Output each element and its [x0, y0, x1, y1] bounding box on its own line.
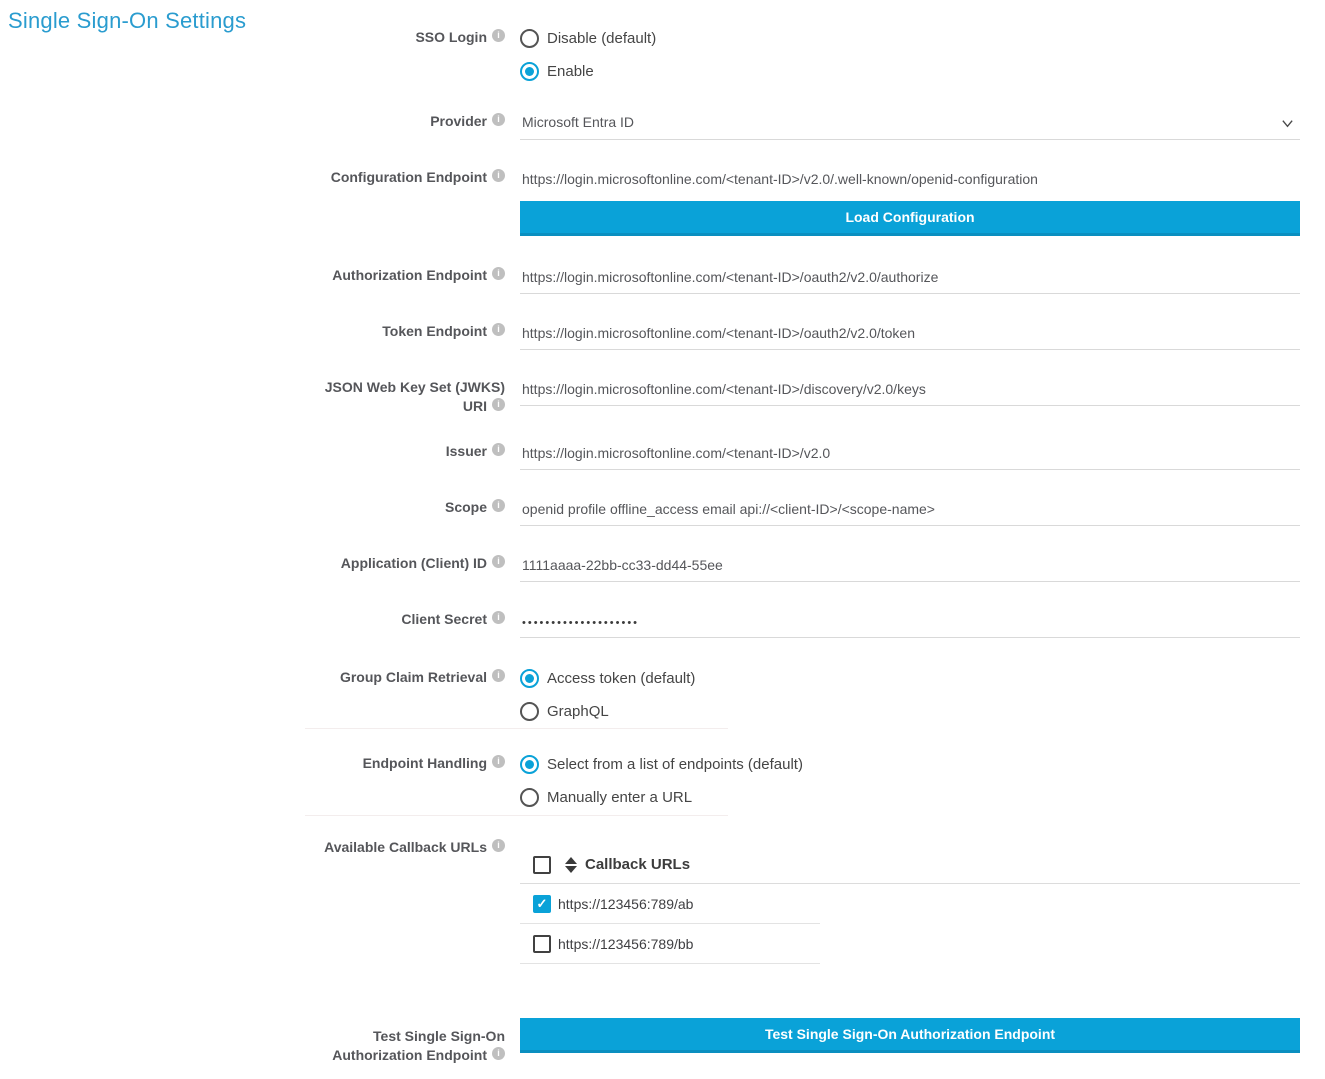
scope-row: Scope i — [0, 498, 1325, 526]
radio-selected-icon[interactable] — [520, 754, 539, 774]
provider-row: Provider i Microsoft Entra ID — [0, 112, 1325, 140]
callback-urls-table-header: Callback URLs — [520, 846, 1300, 884]
available-callback-urls-row: Available Callback URLs i Callback URLs h… — [0, 838, 1325, 964]
client-id-label: Application (Client) ID — [340, 555, 487, 571]
select-endpoints-radio-option[interactable]: Select from a list of endpoints (default… — [520, 754, 1300, 774]
scope-label: Scope — [444, 499, 487, 515]
callback-url-row: https://123456:789/bb — [520, 924, 820, 964]
radio-option-label: Enable — [547, 62, 594, 80]
sso-disable-radio-option[interactable]: Disable (default) — [520, 28, 1300, 48]
radio-selected-icon[interactable] — [520, 668, 539, 688]
authorization-endpoint-row: Authorization Endpoint i — [0, 266, 1325, 294]
token-endpoint-row: Token Endpoint i — [0, 322, 1325, 350]
select-all-checkbox[interactable] — [533, 855, 551, 874]
authorization-endpoint-label: Authorization Endpoint — [332, 267, 487, 283]
client-secret-label: Client Secret — [401, 611, 487, 627]
info-icon[interactable]: i — [492, 555, 505, 568]
section-divider — [305, 815, 728, 816]
configuration-endpoint-label: Configuration Endpoint — [330, 169, 487, 185]
scope-input[interactable] — [520, 498, 1300, 526]
info-icon[interactable]: i — [492, 755, 505, 768]
manual-url-radio-option[interactable]: Manually enter a URL — [520, 787, 1300, 807]
info-icon[interactable]: i — [492, 499, 505, 512]
callback-urls-column-header[interactable]: Callback URLs — [585, 856, 691, 873]
radio-unselected-icon[interactable] — [520, 28, 539, 48]
available-callback-urls-label: Available Callback URLs — [324, 839, 487, 855]
jwks-uri-row: JSON Web Key Set (JWKS) URI i — [0, 378, 1325, 416]
callback-url-checkbox-unchecked[interactable] — [533, 934, 551, 953]
info-icon[interactable]: i — [492, 398, 505, 411]
sso-enable-radio-option[interactable]: Enable — [520, 61, 1300, 81]
info-icon[interactable]: i — [492, 267, 505, 280]
callback-url-checkbox-checked[interactable] — [533, 894, 551, 913]
sort-asc-icon — [565, 856, 577, 864]
jwks-uri-input[interactable] — [520, 378, 1300, 406]
radio-option-label: Manually enter a URL — [547, 788, 693, 806]
graphql-radio-option[interactable]: GraphQL — [520, 701, 1300, 721]
access-token-radio-option[interactable]: Access token (default) — [520, 668, 1300, 688]
sort-icon[interactable] — [565, 856, 577, 873]
client-id-input[interactable] — [520, 554, 1300, 582]
client-secret-row: Client Secret i — [0, 610, 1325, 638]
group-claim-retrieval-label: Group Claim Retrieval — [339, 669, 487, 685]
client-secret-input[interactable] — [520, 610, 1300, 638]
radio-unselected-icon[interactable] — [520, 787, 539, 807]
sso-login-label: SSO Login — [415, 29, 487, 45]
sort-desc-icon — [565, 865, 577, 873]
provider-selected-value: Microsoft Entra ID — [522, 114, 635, 130]
radio-unselected-icon[interactable] — [520, 701, 539, 721]
chevron-down-icon — [1282, 120, 1293, 128]
radio-selected-icon[interactable] — [520, 61, 539, 81]
authorization-endpoint-input[interactable] — [520, 266, 1300, 294]
radio-option-label: Access token (default) — [547, 669, 696, 687]
endpoint-handling-row: Endpoint Handling i Select from a list of… — [0, 754, 1325, 820]
callback-url-text: https://123456:789/bb — [558, 935, 694, 952]
jwks-uri-label: JSON Web Key Set (JWKS) URI — [324, 379, 505, 414]
configuration-endpoint-input[interactable] — [520, 168, 1300, 196]
radio-option-label: GraphQL — [547, 702, 609, 720]
info-icon[interactable]: i — [492, 669, 505, 682]
test-sso-label: Test Single Sign-On Authorization Endpoi… — [332, 1028, 505, 1063]
info-icon[interactable]: i — [492, 611, 505, 624]
radio-option-label: Disable (default) — [547, 29, 657, 47]
token-endpoint-input[interactable] — [520, 322, 1300, 350]
load-configuration-button[interactable]: Load Configuration — [520, 201, 1300, 236]
configuration-endpoint-row: Configuration Endpoint i Load Configurati… — [0, 168, 1325, 236]
info-icon[interactable]: i — [492, 443, 505, 456]
section-divider — [305, 728, 728, 729]
test-sso-authorization-endpoint-button[interactable]: Test Single Sign-On Authorization Endpoi… — [520, 1018, 1300, 1053]
provider-label: Provider — [430, 113, 487, 129]
info-icon[interactable]: i — [492, 1047, 505, 1060]
callback-url-row: https://123456:789/ab — [520, 884, 820, 924]
page-title: Single Sign-On Settings — [8, 8, 247, 33]
sso-login-row: SSO Login i Disable (default) Enable — [0, 28, 1325, 94]
info-icon[interactable]: i — [492, 169, 505, 182]
client-id-row: Application (Client) ID i — [0, 554, 1325, 582]
group-claim-retrieval-row: Group Claim Retrieval i Access token (def… — [0, 668, 1325, 734]
token-endpoint-label: Token Endpoint — [382, 323, 487, 339]
issuer-row: Issuer i — [0, 442, 1325, 470]
info-icon[interactable]: i — [492, 113, 505, 126]
callback-url-text: https://123456:789/ab — [558, 895, 694, 912]
endpoint-handling-label: Endpoint Handling — [362, 755, 487, 771]
issuer-label: Issuer — [445, 443, 487, 459]
issuer-input[interactable] — [520, 442, 1300, 470]
info-icon[interactable]: i — [492, 29, 505, 42]
provider-select[interactable]: Microsoft Entra ID — [520, 112, 1300, 140]
test-sso-row: Test Single Sign-On Authorization Endpoi… — [0, 1018, 1325, 1065]
info-icon[interactable]: i — [492, 839, 505, 852]
radio-option-label: Select from a list of endpoints (default… — [547, 755, 803, 773]
info-icon[interactable]: i — [492, 323, 505, 336]
